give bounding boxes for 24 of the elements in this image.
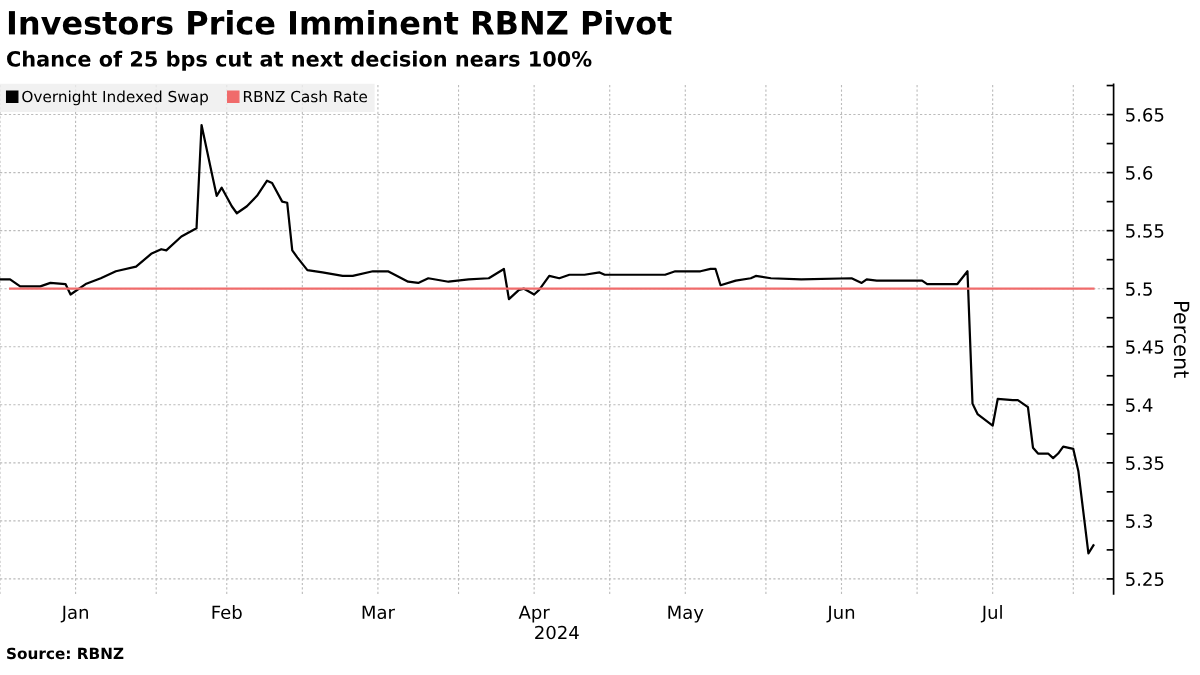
x-tick-label: Apr [518,605,550,623]
y-tick-label: 5.4 [1126,398,1153,412]
y-tick-label: 5.45 [1126,340,1164,354]
x-tick-label: Jun [826,605,855,623]
y-tick-label: 5.25 [1126,572,1164,587]
legend-label: RBNZ Cash Rate [243,90,368,103]
source-note: Source: RBNZ [7,647,124,660]
chart-subtitle: Chance of 25 bps cut at next decision nears 100% [7,50,592,71]
y-tick-label: 5.5 [1126,282,1152,296]
y-tick-label: 5.3 [1126,514,1152,528]
x-tick-label: Feb [212,605,242,620]
y-tick-label: 5.35 [1126,456,1164,470]
x-tick-label: Jul [980,605,1002,623]
y-tick-label: 5.55 [1126,224,1164,238]
x-tick-label: Mar [362,605,395,620]
y-tick-label: 5.65 [1126,108,1164,122]
legend-label: Overnight Indexed Swap [22,90,208,106]
y-axis-title: Percent [1173,302,1190,378]
y-tick-label: 5.6 [1126,166,1153,180]
chart-title: Investors Price Imminent RBNZ Pivot [8,10,672,35]
x-tick-label: May [668,605,704,623]
line-series [0,123,1095,555]
x-axis-title: 2024 [535,625,579,640]
x-tick-label: Jan [60,605,88,623]
